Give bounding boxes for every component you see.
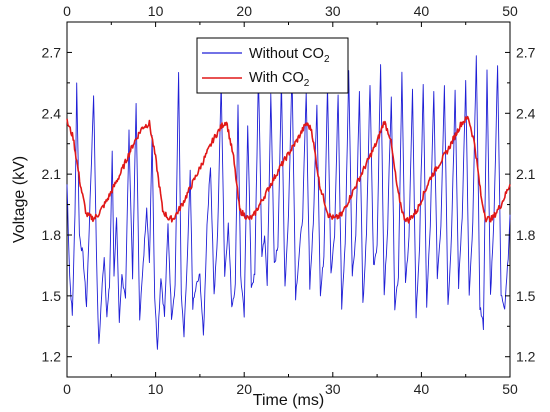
ticks-layer: 0 0 10 10 20 20 30 30 40 40 50 50 1.2 1.2 1.5 1.5 1.8 1.8… (42, 3, 536, 397)
y-tick-label-right: 2.7 (516, 44, 536, 60)
legend-label-without-co2: Without CO2 (249, 46, 330, 65)
x-tick-label-top: 10 (148, 3, 164, 19)
x-tick-label: 30 (325, 381, 341, 397)
x-tick-label-top: 40 (414, 3, 430, 19)
y-tick-label: 1.2 (42, 349, 62, 365)
legend-label-with-co2: With CO2 (249, 70, 310, 89)
y-tick-label: 2.7 (42, 44, 62, 60)
series-line-with-co2 (66, 115, 511, 224)
y-tick-label-right: 1.5 (516, 288, 536, 304)
series-layer (66, 55, 511, 350)
x-tick-label: 0 (63, 381, 71, 397)
y-tick-label-right: 1.2 (516, 349, 536, 365)
y-tick-label-right: 2.1 (516, 166, 536, 182)
y-tick-label: 2.4 (42, 105, 62, 121)
legend: Without CO2 With CO2 (196, 37, 349, 94)
x-tick-label: 50 (502, 381, 518, 397)
x-axis-title: Time (ms) (253, 392, 324, 409)
x-tick-label-top: 50 (502, 3, 518, 19)
x-tick-label: 10 (148, 381, 164, 397)
y-tick-label-right: 1.8 (516, 227, 536, 243)
legend-box (196, 37, 349, 94)
x-tick-label-top: 0 (63, 3, 71, 19)
x-tick-label-top: 20 (236, 3, 252, 19)
x-tick-label: 40 (414, 381, 430, 397)
x-tick-label-top: 30 (325, 3, 341, 19)
series-line-without-co2 (66, 55, 511, 350)
y-tick-label-right: 2.4 (516, 105, 536, 121)
x-tick-label: 20 (236, 381, 252, 397)
y-tick-label: 1.5 (42, 288, 62, 304)
y-axis-title: Voltage (kV) (11, 156, 28, 243)
y-tick-label: 1.8 (42, 227, 62, 243)
y-tick-label: 2.1 (42, 166, 62, 182)
